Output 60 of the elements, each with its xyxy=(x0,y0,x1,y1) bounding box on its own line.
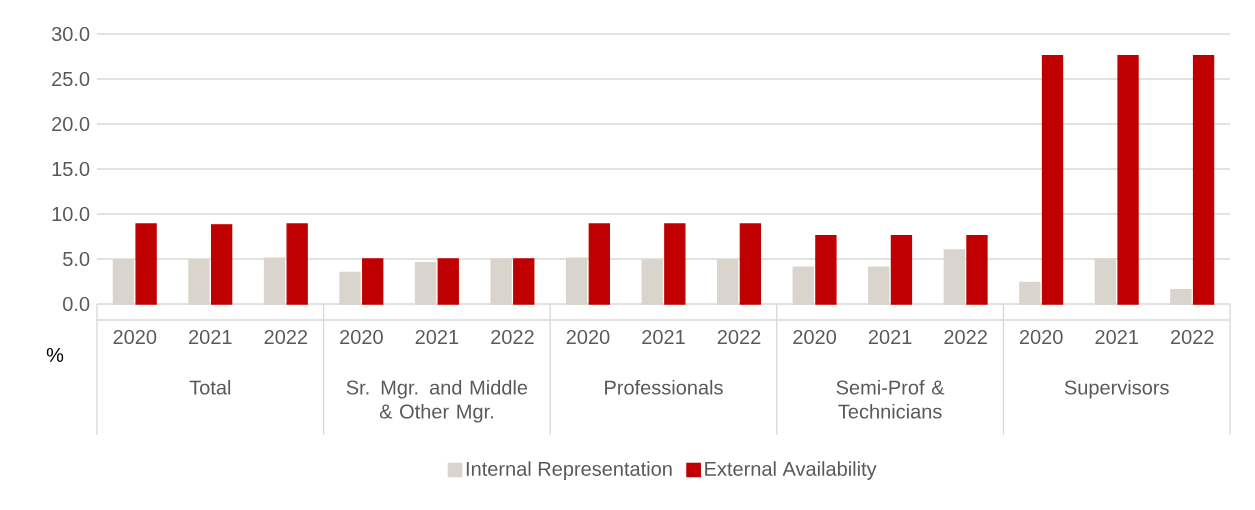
text: Sr. Mgr. and Middle & Other Mgr. xyxy=(346,379,528,423)
bar xyxy=(966,234,988,305)
x-tick-label: 2020 xyxy=(113,329,157,345)
bar xyxy=(1094,258,1117,305)
bar xyxy=(868,266,890,305)
bar xyxy=(1192,54,1215,305)
bar xyxy=(641,259,663,305)
bar xyxy=(1041,54,1064,305)
x-tick-label: 2020 xyxy=(566,329,610,345)
bar xyxy=(565,257,588,305)
bar xyxy=(739,223,762,305)
bar xyxy=(362,258,384,305)
text: Supervisors xyxy=(1064,379,1169,399)
bar xyxy=(188,259,210,305)
x-tick-label: 2022 xyxy=(944,329,987,345)
x-tick-label: 2022 xyxy=(264,329,308,345)
x-tick-label: 2022 xyxy=(717,329,761,345)
y-tick-label: 10.0 xyxy=(52,206,90,222)
bar xyxy=(1117,54,1139,305)
bar xyxy=(890,234,913,305)
y-tick-label: 20.0 xyxy=(52,116,90,132)
bar xyxy=(263,257,286,305)
bar xyxy=(437,258,459,305)
bar xyxy=(792,266,814,305)
x-tick-label: 2020 xyxy=(340,329,383,345)
x-tick-label: 2020 xyxy=(793,329,837,345)
bar xyxy=(513,258,535,305)
x-tick-label: 2021 xyxy=(415,329,459,345)
x-tick-label: 2022 xyxy=(1171,329,1214,345)
text: Semi-Prof & Technicians xyxy=(836,379,945,419)
x-tick-label: 2021 xyxy=(642,329,685,345)
bar xyxy=(1019,281,1041,305)
bar xyxy=(210,224,233,305)
y-tick-label: 0.0 xyxy=(63,296,90,312)
legend-label: Internal Representation xyxy=(466,461,672,480)
text: Professionals xyxy=(605,379,723,395)
bar xyxy=(414,261,437,305)
y-axis-title: % xyxy=(46,348,64,362)
legend-label: External Availability xyxy=(705,461,877,480)
y-tick-label: 5.0 xyxy=(63,251,90,267)
text: Total xyxy=(189,379,231,395)
bar xyxy=(588,223,610,305)
x-tick-label: 2020 xyxy=(1019,329,1063,345)
y-tick-label: 25.0 xyxy=(52,71,90,87)
x-tick-label: 2021 xyxy=(868,329,912,345)
bar xyxy=(339,271,361,305)
bar xyxy=(135,223,157,305)
bar xyxy=(112,259,135,305)
x-tick-label: 2021 xyxy=(1095,329,1138,345)
bar xyxy=(664,223,686,305)
bar xyxy=(490,258,512,305)
bar xyxy=(815,234,837,305)
y-tick-label: 30.0 xyxy=(51,26,90,42)
bar xyxy=(286,223,308,305)
x-tick-label: 2021 xyxy=(189,329,232,345)
y-tick-label: 15.0 xyxy=(52,161,90,177)
bar xyxy=(1170,288,1192,305)
x-tick-label: 2022 xyxy=(491,329,534,345)
bar xyxy=(717,259,739,305)
bar xyxy=(943,249,965,305)
